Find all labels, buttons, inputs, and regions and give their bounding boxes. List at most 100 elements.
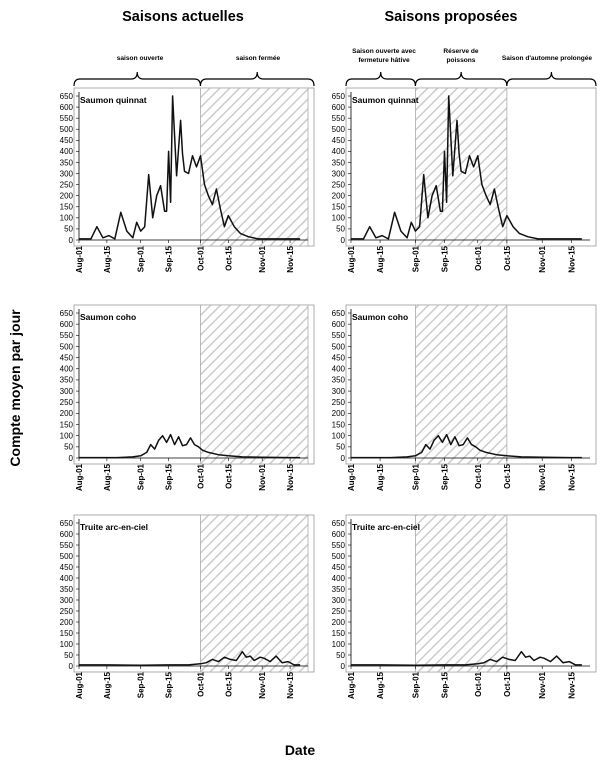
x-tick-label: Nov-01 — [258, 463, 267, 490]
data-point — [506, 455, 508, 457]
x-tick-label: Oct-15 — [224, 245, 233, 270]
data-point — [247, 236, 249, 238]
data-point — [216, 188, 217, 190]
data-point — [529, 655, 531, 657]
y-tick-label: 100 — [60, 214, 74, 223]
data-point — [106, 664, 108, 666]
y-tick-label: 400 — [332, 574, 346, 583]
species-label: Truite arc-en-ciel — [352, 522, 420, 532]
data-point — [140, 230, 142, 232]
data-point — [415, 230, 416, 232]
y-tick-label: 300 — [332, 387, 346, 396]
data-point — [454, 436, 456, 438]
bracket-label-saison-ouverte: saison ouverte — [117, 55, 164, 62]
y-tick-label: 100 — [60, 640, 74, 649]
data-point — [90, 238, 92, 240]
data-point — [78, 664, 80, 666]
x-tick-label: Oct-01 — [196, 245, 205, 270]
data-point — [452, 175, 454, 177]
data-point — [466, 437, 468, 439]
bracket-brace — [414, 71, 508, 87]
x-axis-title: Date — [285, 742, 316, 758]
data-point — [140, 664, 142, 666]
data-point — [174, 444, 175, 446]
data-point — [521, 456, 522, 458]
data-point — [182, 445, 183, 447]
data-point — [521, 651, 522, 653]
data-point — [394, 211, 396, 213]
data-point — [263, 657, 265, 659]
species-label: Saumon coho — [80, 312, 136, 322]
data-point — [241, 456, 243, 458]
y-tick-label: 200 — [332, 191, 346, 200]
x-tick-label: Sep-15 — [441, 245, 450, 272]
data-point — [126, 230, 128, 232]
data-point — [96, 457, 98, 458]
data-point — [400, 230, 402, 232]
data-point — [464, 173, 466, 174]
y-tick-label: 200 — [60, 618, 74, 627]
data-point — [188, 664, 189, 666]
y-tick-label: 400 — [60, 574, 74, 583]
x-tick-label: Nov-15 — [567, 245, 576, 272]
data-point — [442, 441, 443, 443]
x-tick-label: Sep-15 — [165, 463, 174, 490]
data-point — [477, 155, 479, 157]
y-tick-label: 600 — [60, 530, 74, 539]
data-point — [471, 444, 472, 446]
y-tick-label: 500 — [60, 552, 74, 561]
data-point — [299, 457, 301, 458]
y-tick-label: 100 — [60, 431, 74, 440]
y-tick-label: 0 — [69, 454, 74, 463]
data-point — [253, 660, 255, 661]
data-point — [144, 226, 146, 228]
data-point — [375, 237, 377, 239]
data-point — [581, 457, 583, 458]
data-point — [114, 238, 116, 240]
x-tick-label: Oct-15 — [503, 463, 512, 488]
x-tick-label: Nov-01 — [538, 463, 547, 490]
x-tick-label: Nov-01 — [258, 245, 267, 272]
x-tick-label: Oct-01 — [474, 463, 483, 488]
y-tick-label: 350 — [60, 158, 74, 167]
data-point — [575, 664, 576, 666]
y-tick-label: 250 — [332, 180, 346, 189]
species-label: Saumon quinnat — [80, 95, 147, 105]
y-tick-label: 550 — [332, 541, 346, 550]
y-tick-label: 600 — [332, 530, 346, 539]
closed-period-hatch — [415, 514, 508, 673]
x-tick-label: Oct-15 — [503, 245, 512, 270]
data-point — [550, 238, 551, 240]
data-point — [235, 660, 237, 661]
data-point — [132, 237, 134, 239]
y-tick-label: 600 — [60, 320, 74, 329]
data-point — [489, 659, 491, 660]
y-tick-label: 650 — [60, 309, 74, 318]
x-tick-label: Sep-15 — [165, 671, 174, 698]
x-tick-label: Nov-15 — [286, 671, 295, 698]
y-tick-label: 150 — [332, 203, 346, 212]
data-point — [456, 119, 458, 121]
data-point — [204, 184, 205, 186]
x-tick-label: Aug-01 — [75, 245, 84, 273]
data-point — [406, 456, 408, 458]
data-point — [568, 661, 570, 662]
bracket-label-reserve-line1: Réserve de — [443, 48, 479, 55]
x-tick-label: Aug-01 — [347, 245, 356, 273]
y-tick-label: 450 — [332, 563, 346, 572]
series-line-proposees-quinnat — [351, 95, 582, 240]
data-point — [293, 664, 295, 666]
data-point — [425, 444, 427, 446]
data-point — [514, 660, 516, 661]
y-tick-label: 550 — [60, 331, 74, 340]
y-tick-label: 450 — [60, 353, 74, 362]
data-point — [550, 661, 551, 662]
y-tick-label: 500 — [60, 342, 74, 351]
data-point — [233, 226, 235, 228]
data-point — [406, 237, 408, 239]
y-tick-label: 200 — [60, 409, 74, 418]
y-tick-label: 550 — [332, 114, 346, 123]
data-point — [437, 435, 439, 437]
data-point — [150, 444, 152, 446]
